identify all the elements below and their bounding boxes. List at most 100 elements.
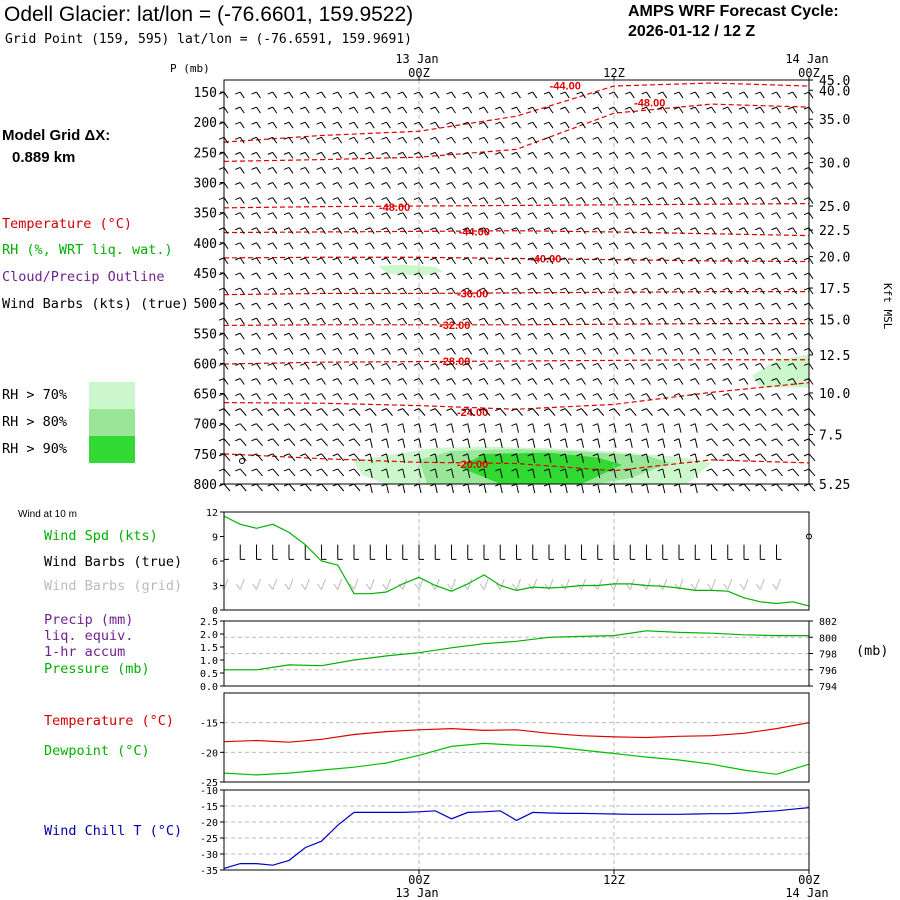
wind-barb [348, 106, 359, 114]
wind-barb [657, 272, 668, 280]
wind-barb [787, 257, 798, 265]
wind-barb [478, 121, 489, 129]
wind-barb [641, 257, 651, 265]
wind-barb [560, 106, 570, 114]
wind-barb [235, 272, 245, 280]
legend-rh70-label: RH > 70% [2, 387, 68, 403]
wind-barb [495, 197, 505, 204]
wind-barb [348, 121, 359, 129]
wind-barb [673, 378, 684, 385]
wind-barb [771, 408, 783, 416]
wind-barb [381, 151, 391, 159]
wind-barb [738, 121, 749, 129]
wind-barb [657, 438, 666, 448]
wind-barb-grid [365, 578, 375, 590]
calm-wind-marker [239, 458, 245, 464]
wind-barb [803, 151, 814, 159]
wind-barb [755, 468, 767, 477]
wind-barb [430, 197, 440, 204]
wind-barb [641, 408, 653, 416]
wind-barb [657, 332, 668, 340]
series-line [223, 807, 810, 869]
wind-barb [706, 272, 716, 280]
wind-barb [430, 91, 440, 99]
wind-barb [543, 453, 552, 463]
wind-barb [267, 227, 278, 235]
wind-barb [771, 468, 783, 477]
temperature-contour-layer: -48.00-48.00-44.00-44.00-40.00-36.00-32.… [223, 80, 810, 472]
wind-barb [527, 151, 538, 159]
wind-barb [413, 408, 426, 416]
wind-barb [251, 227, 261, 235]
wind-barb [316, 317, 326, 325]
wind-barb [511, 302, 521, 310]
wind-barb [316, 347, 326, 355]
wind-barb [608, 121, 619, 129]
wind-barb [755, 332, 765, 340]
wind-barb [235, 287, 245, 295]
wind-barb [706, 408, 718, 416]
wind-barb [332, 317, 343, 325]
wind-barb [300, 332, 310, 340]
wind-barb [446, 136, 456, 144]
wind-barb [478, 151, 489, 159]
wind-barb [625, 182, 635, 189]
wind-barb [267, 106, 278, 114]
wind-barb [527, 453, 536, 463]
wind-barb [527, 257, 538, 265]
model-grid-label: Model Grid ΔX: [2, 127, 111, 144]
wind-barb [527, 317, 538, 325]
wind-barb [267, 483, 280, 492]
wind-barb [755, 393, 765, 400]
wind-barb [543, 408, 556, 416]
wind-barb [332, 257, 343, 265]
wind-barb [608, 136, 619, 144]
wind-barb [673, 317, 684, 325]
wind-barb [592, 438, 601, 448]
wind-barb [218, 438, 231, 447]
wind-barb [251, 347, 261, 355]
wind-barb [316, 468, 328, 477]
kft-tick-label: 20.0 [819, 251, 850, 266]
wind-barb [267, 287, 278, 295]
wind-barb [300, 106, 310, 114]
wind-barb [332, 106, 343, 114]
wind-barb [397, 91, 408, 99]
wind-barb [608, 197, 619, 204]
wind-barb [251, 438, 263, 447]
wind-barb [251, 408, 263, 416]
wind-barb [641, 347, 651, 355]
wind-barb [381, 272, 391, 280]
wind-barb [397, 242, 408, 250]
wind-barb [446, 182, 456, 189]
wind-barb [348, 423, 361, 432]
wind-barb [478, 242, 489, 250]
wind-barb [462, 257, 473, 265]
wind-barb [641, 121, 651, 129]
wind-barb [673, 347, 684, 355]
wind-barb [690, 106, 700, 114]
wind-barb [316, 182, 326, 189]
wind-barb [543, 362, 554, 370]
wind-barb-true [369, 544, 376, 560]
wind-barb [348, 182, 359, 189]
wind-barb [316, 91, 326, 99]
wind-barb [462, 91, 473, 99]
wind-barb [641, 362, 651, 370]
wind-barb [462, 378, 473, 385]
wind-barb [641, 166, 651, 174]
wind-barb [543, 151, 554, 159]
wind-barb [430, 393, 440, 400]
wind-barb [511, 287, 521, 295]
wind-barb [625, 166, 635, 174]
wind-barb [283, 453, 296, 462]
y-tick-label: -15 [200, 802, 218, 813]
wind-barb [495, 91, 505, 99]
wind-barb [495, 182, 505, 189]
wind-barb [576, 483, 584, 494]
wind-barb [592, 257, 603, 265]
wind-barb [381, 287, 391, 295]
pressure-tick-label: 300 [194, 177, 217, 192]
wind-barb [283, 423, 296, 432]
wind-barb [446, 453, 454, 463]
